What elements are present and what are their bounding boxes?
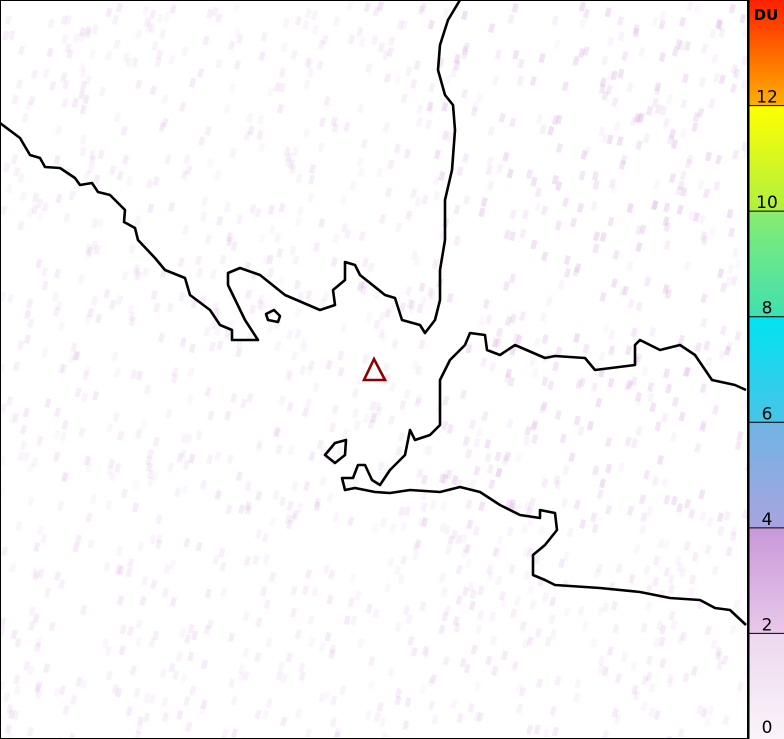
coastline-south bbox=[340, 331, 747, 626]
so2-field bbox=[0, 0, 748, 739]
colorbar-tick-label: 6 bbox=[762, 404, 773, 424]
island-small bbox=[264, 308, 282, 324]
colorbar-tick-label: 4 bbox=[762, 510, 773, 530]
colorbar-tick-label: 12 bbox=[756, 88, 778, 108]
colorbar-gradient bbox=[748, 0, 784, 739]
colorbar-tick-label: 8 bbox=[762, 299, 773, 319]
coastline-north bbox=[0, 0, 462, 342]
volcano-marker-icon bbox=[361, 356, 388, 382]
coastlines bbox=[0, 0, 747, 626]
colorbar-tick-label: 10 bbox=[756, 193, 778, 213]
colorbar-tick-label: 2 bbox=[762, 615, 773, 635]
island-bay bbox=[323, 438, 348, 465]
colorbar: 0 2 4 6 8 10 12 DU bbox=[748, 0, 784, 739]
colorbar-unit: DU bbox=[754, 6, 779, 24]
map-panel bbox=[0, 0, 748, 739]
map-background bbox=[0, 0, 748, 739]
colorbar-tick-label: 0 bbox=[762, 718, 773, 738]
